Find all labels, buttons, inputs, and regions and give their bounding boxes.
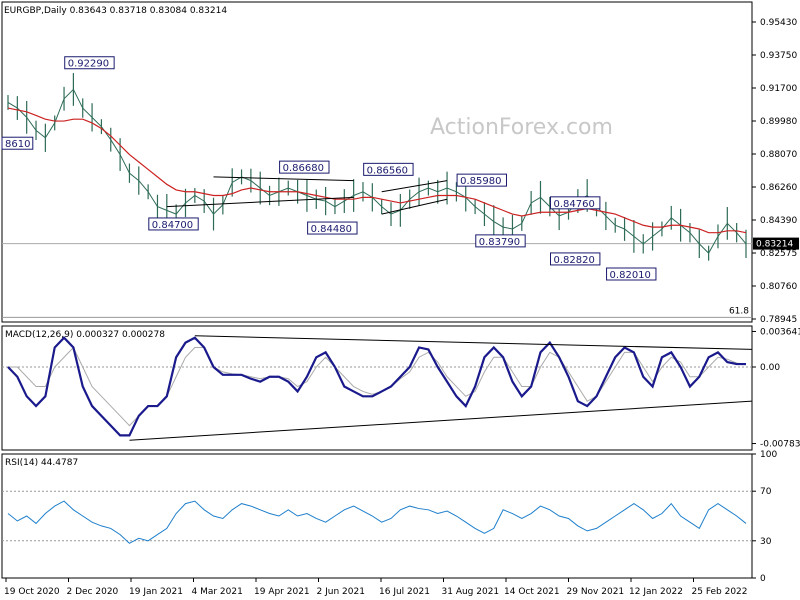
level-label-box (550, 196, 601, 210)
date-tick-label: 2 Dec 2020 (67, 587, 119, 597)
level-label: 0.84480 (311, 224, 352, 235)
rsi-line (7, 500, 747, 544)
date-tick-label: 4 Mar 2021 (192, 587, 243, 597)
level-label: 0.82820 (554, 255, 595, 266)
level-label: 0.92290 (68, 59, 109, 70)
price-panel: 0.95430 0.93750 0.91700 0.89980 0.88070 0.862… (1, 1, 799, 325)
level-label-box (363, 162, 414, 176)
level-label-box (475, 234, 526, 248)
level-label: 0.82010 (610, 270, 651, 281)
date-tick-label: 19 Apr 2021 (254, 587, 310, 597)
level-label-box (606, 267, 657, 281)
date-tick-label: 14 Oct 2021 (504, 587, 560, 597)
macd-frame (1, 325, 753, 451)
price-frame (1, 1, 753, 323)
price-tick-label: 0.84390 (760, 216, 797, 226)
level-label: 0.86560 (367, 165, 408, 176)
macd-tick-label: -0.007839 (760, 440, 800, 450)
level-label-box (1, 136, 34, 150)
level-label: 0.84700 (152, 220, 193, 231)
level-label-box (456, 173, 507, 187)
price-tick-label: 0.78945 (760, 315, 797, 325)
price-tick-label: 0.89980 (760, 117, 797, 127)
price-tick-label: 0.86260 (760, 183, 797, 193)
level-label: 0.85980 (460, 176, 501, 187)
macd-panel: 0.003641 0.00 -0.007839 (1, 325, 800, 451)
price-tick-label: 0.82575 (760, 249, 797, 259)
trendline-upper-2 (381, 180, 448, 193)
current-price-label: 0.83214 (756, 240, 793, 250)
macd-label: MACD(12,26,9) 0.000327 0.000278 (5, 330, 165, 340)
date-tick-label: 19 Jan 2021 (129, 587, 183, 597)
macd-signal-line (8, 346, 747, 427)
moving-average-line (7, 107, 747, 234)
watermark: ActionForex.com (430, 115, 613, 140)
macd-upper-trendline (194, 335, 753, 350)
level-label-box (64, 56, 115, 70)
date-tick-label: 12 Jan 2022 (629, 587, 683, 597)
price-tick-label: 0.95430 (760, 18, 797, 28)
price-line (7, 88, 747, 254)
level-label-box (550, 252, 601, 266)
macd-tick-label: 0.00 (760, 363, 780, 373)
rsi-frame (1, 453, 753, 579)
chart-header: EURGBP,Daily 0.83643 0.83718 0.83084 0.8… (4, 6, 227, 16)
rsi-tick-label: 30 (760, 537, 772, 547)
trendline-upper-1 (213, 176, 354, 182)
rsi-tick-label: 70 (760, 487, 772, 497)
level-label: 0.84760 (554, 199, 595, 210)
macd-tick-label: 0.003641 (760, 327, 800, 337)
rsi-panel: 100 70 30 0 (1, 450, 777, 584)
price-tick-label: 0.80760 (760, 282, 797, 292)
date-tick-label: 31 Aug 2021 (442, 587, 500, 597)
rsi-tick-label: 0 (760, 574, 766, 584)
macd-lower-trendline (129, 400, 753, 441)
level-label: 8610 (5, 139, 30, 150)
level-label-box (307, 221, 358, 235)
trendline-lower-1 (166, 196, 354, 208)
level-label: 0.83790 (479, 237, 520, 248)
price-tick-label: 0.91700 (760, 84, 797, 94)
fib-label: 61.8 (729, 306, 749, 316)
macd-line (7, 336, 746, 437)
date-axis: 19 Oct 2020 2 Dec 2020 19 Jan 2021 4 Mar 20… (4, 578, 748, 597)
date-tick-label: 19 Oct 2020 (4, 587, 60, 597)
price-tick-label: 0.88070 (760, 150, 797, 160)
date-tick-label: 25 Feb 2022 (692, 587, 748, 597)
date-tick-label: 16 Jul 2021 (379, 587, 430, 597)
level-label-box (148, 217, 199, 231)
level-label-box (279, 160, 330, 174)
level-label: 0.86680 (283, 163, 324, 174)
price-tick-label: 0.93750 (760, 51, 797, 61)
rsi-tick-label: 100 (760, 450, 777, 460)
date-tick-label: 29 Nov 2021 (567, 587, 625, 597)
trendline-lower-2 (381, 198, 448, 215)
date-tick-label: 2 Jun 2021 (317, 587, 365, 597)
current-price-box (753, 237, 799, 250)
rsi-label: RSI(14) 44.4787 (5, 458, 78, 468)
